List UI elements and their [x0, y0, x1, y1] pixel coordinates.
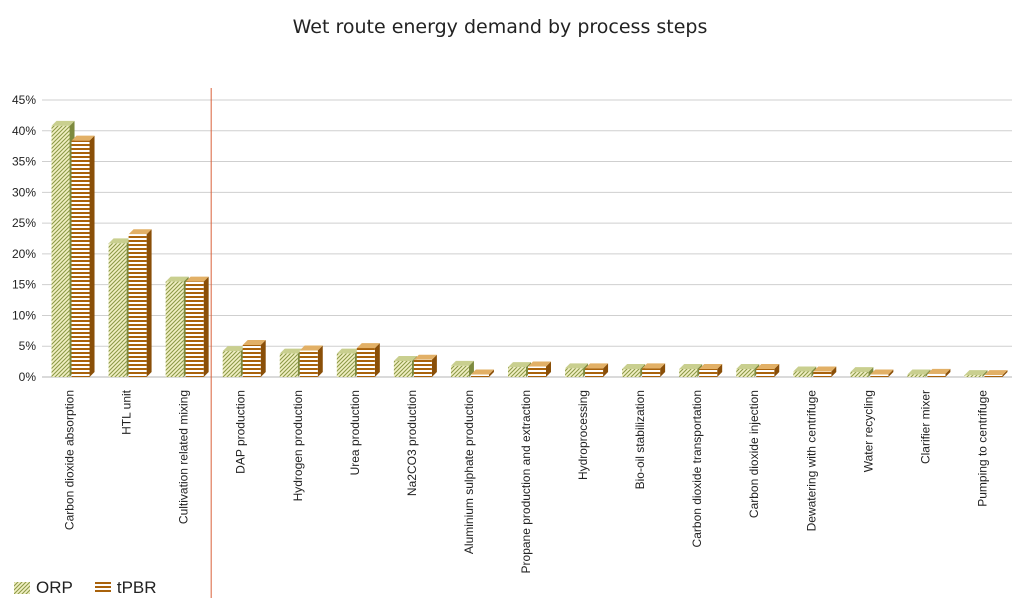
bar-tpbr	[299, 345, 323, 377]
bar-orp	[222, 346, 246, 377]
bar-tpbr	[984, 370, 1008, 377]
bar-orp	[850, 367, 874, 377]
bar-tpbr	[813, 366, 837, 377]
bar-orp	[393, 355, 417, 377]
bar-tpbr	[128, 229, 152, 377]
y-tick-label: 30%	[12, 185, 36, 199]
legend-swatch-orp	[14, 582, 30, 594]
legend-label-tpbr: tPBR	[116, 578, 157, 597]
bar-orp	[907, 369, 931, 377]
y-tick-label: 40%	[12, 124, 36, 138]
category-label: Na2CO3 production	[405, 390, 419, 496]
legend-item-tpbr: tPBR	[94, 578, 157, 598]
bar-orp	[165, 276, 189, 377]
y-tick-label: 20%	[12, 247, 36, 261]
category-label: Carbon dioxide absorption	[63, 390, 77, 530]
category-label: Water recycling	[861, 390, 875, 472]
bar-orp	[108, 238, 132, 377]
bar-tpbr	[413, 354, 437, 377]
y-tick-label: 5%	[19, 339, 37, 353]
bar-tpbr	[642, 363, 666, 377]
x-axis: Carbon dioxide absorption HTL unit Cultiva…	[63, 389, 990, 573]
bar-tpbr	[927, 368, 951, 377]
bar-orp	[793, 366, 817, 377]
bar-orp	[508, 362, 531, 377]
category-label: Dewatering with centrifuge	[804, 390, 818, 532]
legend-swatch-tpbr	[94, 582, 111, 594]
category-label: Cultivation related mixing	[177, 390, 191, 524]
y-tick-label: 35%	[12, 155, 36, 169]
bar-tpbr	[756, 363, 780, 377]
bar-orp	[964, 370, 988, 377]
category-label: Hydroprocessing	[576, 390, 590, 480]
category-label: Urea production	[348, 390, 362, 475]
category-label: Propane production and extraction	[519, 390, 533, 573]
y-axis: 0% 5% 10% 15% 20% 25% 30% 35% 40% 45%	[12, 93, 36, 384]
y-tick-label: 10%	[12, 308, 36, 322]
category-label: Carbon dioxide injection	[747, 390, 761, 518]
bar-orp	[51, 120, 75, 377]
bar-tpbr	[585, 363, 609, 377]
bar-orp	[565, 363, 589, 377]
chart-title: Wet route energy demand by process steps	[292, 16, 708, 38]
bar-orp	[679, 363, 703, 377]
bar-tpbr	[242, 339, 266, 377]
bar-tpbr	[470, 369, 494, 377]
category-label: DAP production	[234, 390, 248, 474]
category-label: Hydrogen production	[291, 390, 305, 501]
bar-tpbr	[185, 276, 209, 377]
category-label: Clarifier mixer	[918, 390, 932, 464]
bar-tpbr	[356, 343, 380, 377]
category-label: Pumping to centrifuge	[975, 390, 989, 507]
category-label: Bio-oil stabilization	[633, 390, 647, 489]
bar-orp	[450, 360, 474, 377]
legend: ORP tPBR	[14, 578, 179, 598]
y-tick-label: 0%	[19, 370, 37, 384]
category-label: Aluminium sulphate production	[462, 390, 476, 554]
bar-orp	[279, 348, 303, 377]
legend-item-orp: ORP	[14, 578, 73, 598]
bar-orp	[336, 348, 360, 377]
y-tick-label: 15%	[12, 278, 36, 292]
grid-lines	[42, 88, 1012, 598]
y-tick-label: 25%	[12, 216, 36, 230]
legend-label-orp: ORP	[36, 578, 73, 597]
bar-orp	[622, 363, 646, 377]
bar-tpbr	[870, 369, 894, 377]
y-tick-label: 45%	[12, 93, 36, 107]
bar-group	[51, 120, 1008, 377]
bar-orp	[736, 363, 760, 377]
category-label: HTL unit	[120, 389, 134, 435]
bar-tpbr	[528, 361, 551, 377]
bar-tpbr	[699, 363, 723, 377]
bar-tpbr	[71, 135, 95, 377]
category-label: Carbon dioxide transportation	[690, 390, 704, 547]
